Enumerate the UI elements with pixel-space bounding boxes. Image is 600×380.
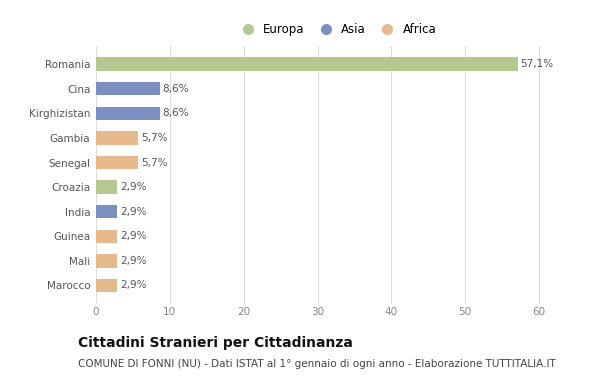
Bar	[96, 106, 160, 120]
Bar	[96, 131, 138, 145]
Bar	[96, 279, 118, 292]
Bar	[96, 230, 118, 243]
Text: 2,9%: 2,9%	[121, 280, 147, 290]
Legend: Europa, Asia, Africa: Europa, Asia, Africa	[231, 18, 441, 40]
Bar	[96, 57, 518, 71]
Text: 5,7%: 5,7%	[141, 157, 167, 168]
Text: 57,1%: 57,1%	[521, 59, 554, 69]
Text: 2,9%: 2,9%	[121, 182, 147, 192]
Text: COMUNE DI FONNI (NU) - Dati ISTAT al 1° gennaio di ogni anno - Elaborazione TUTT: COMUNE DI FONNI (NU) - Dati ISTAT al 1° …	[78, 359, 556, 369]
Text: Cittadini Stranieri per Cittadinanza: Cittadini Stranieri per Cittadinanza	[78, 336, 353, 350]
Text: 2,9%: 2,9%	[121, 207, 147, 217]
Bar	[96, 205, 118, 218]
Text: 2,9%: 2,9%	[121, 231, 147, 241]
Text: 2,9%: 2,9%	[121, 256, 147, 266]
Bar	[96, 180, 118, 194]
Text: 5,7%: 5,7%	[141, 133, 167, 143]
Text: 8,6%: 8,6%	[163, 84, 189, 94]
Bar	[96, 156, 138, 169]
Bar	[96, 82, 160, 95]
Text: 8,6%: 8,6%	[163, 108, 189, 118]
Bar	[96, 254, 118, 268]
